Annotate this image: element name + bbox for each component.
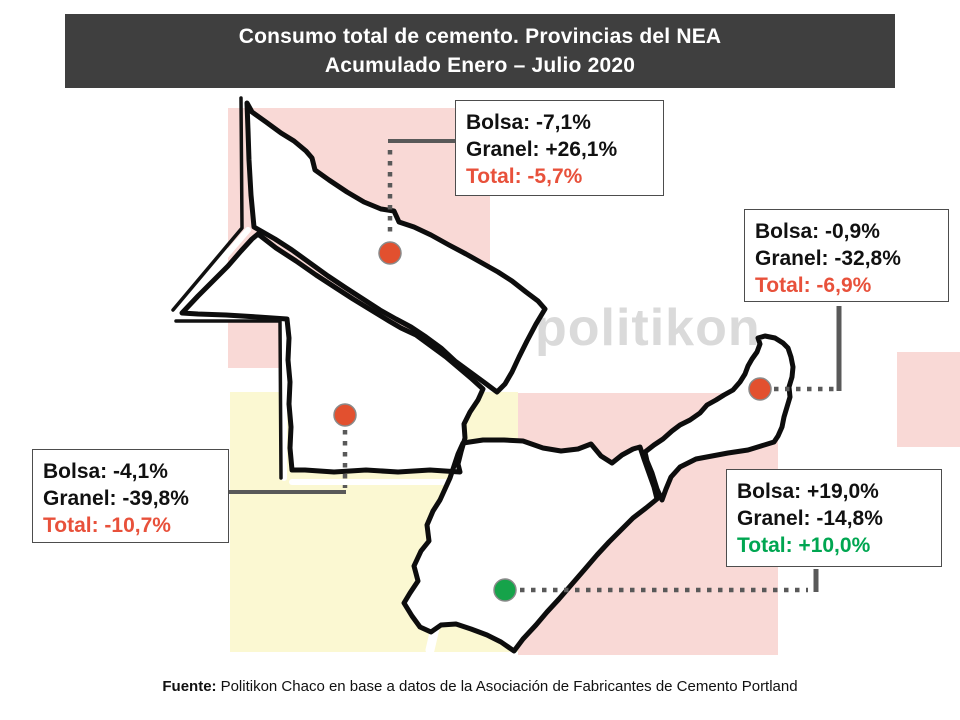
region-tint-east-pink	[897, 352, 960, 447]
politikon-watermark: politikon	[535, 299, 761, 357]
marker-misiones	[748, 377, 772, 401]
total-value: Total: -10,7%	[43, 514, 171, 537]
granel-value: Granel: +26,1%	[466, 138, 618, 161]
callout-corrientes: Bolsa: +19,0% Granel: -14,8% Total: +10,…	[726, 469, 942, 567]
source-text: Politikon Chaco en base a datos de la As…	[220, 678, 798, 695]
source-footer: Fuente: Politikon Chaco en base a datos d…	[0, 678, 960, 695]
bolsa-value: Bolsa: -7,1%	[466, 111, 591, 134]
total-value: Total: +10,0%	[737, 534, 871, 557]
source-label: Fuente:	[162, 678, 217, 695]
granel-value: Granel: -14,8%	[737, 507, 883, 530]
salta-border-line	[171, 96, 244, 312]
callout-misiones: Bolsa: -0,9% Granel: -32,8% Total: -6,9%	[744, 209, 949, 302]
title-bar: Consumo total de cemento. Provincias del…	[65, 14, 895, 88]
total-value: Total: -6,9%	[755, 274, 872, 297]
total-value: Total: -5,7%	[466, 165, 583, 188]
salta-border-gap-diagonal	[175, 227, 251, 314]
bolsa-value: Bolsa: -0,9%	[755, 220, 880, 243]
granel-value: Granel: -32,8%	[755, 247, 901, 270]
map-markers	[333, 241, 772, 602]
marker-chaco	[333, 403, 357, 427]
neighbor-border-lines	[171, 96, 283, 480]
callout-chaco: Bolsa: -4,1% Granel: -39,8% Total: -10,7…	[32, 449, 229, 543]
title-line-1: Consumo total de cemento. Provincias del…	[238, 25, 722, 48]
bolsa-value: Bolsa: +19,0%	[737, 480, 879, 503]
bolsa-value: Bolsa: -4,1%	[43, 460, 168, 483]
santiago-border-line	[174, 319, 283, 480]
callout-formosa: Bolsa: -7,1% Granel: +26,1% Total: -5,7%	[455, 100, 664, 196]
granel-value: Granel: -39,8%	[43, 487, 189, 510]
marker-formosa	[378, 241, 402, 265]
marker-corrientes	[493, 578, 517, 602]
title-line-2: Acumulado Enero – Julio 2020	[324, 54, 636, 77]
connectors	[228, 139, 842, 593]
